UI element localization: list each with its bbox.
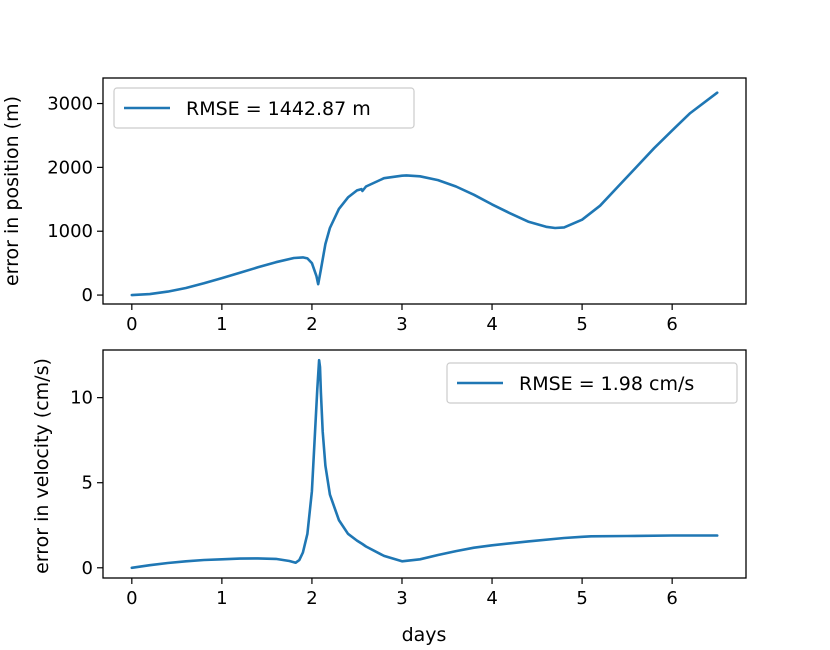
velocity-x-tick-label: 6 <box>666 588 677 609</box>
velocity-plot-frame <box>102 349 747 579</box>
position-legend-label: RMSE = 1442.87 m <box>186 98 371 120</box>
position-legend: RMSE = 1442.87 m <box>113 87 415 129</box>
velocity-legend-box <box>446 362 738 404</box>
velocity-y-tick-label: 10 <box>70 388 93 409</box>
position-error-line <box>130 91 719 297</box>
position-x-tick-label: 1 <box>216 314 227 335</box>
velocity-y-ticks: 0 5 10 <box>70 388 103 579</box>
velocity-x-tick-label: 1 <box>216 588 227 609</box>
velocity-legend: RMSE = 1.98 cm/s <box>446 362 738 404</box>
position-x-tick-label: 5 <box>576 314 587 335</box>
velocity-x-tick-label: 2 <box>306 588 317 609</box>
velocity-legend-label: RMSE = 1.98 cm/s <box>519 373 694 395</box>
position-legend-box <box>113 87 415 129</box>
velocity-x-tick-label: 4 <box>486 588 497 609</box>
position-y-tick-label: 0 <box>82 285 93 306</box>
position-y-tick-label: 2000 <box>47 157 93 178</box>
position-x-tick-label: 0 <box>126 314 137 335</box>
position-x-tick-label: 4 <box>486 314 497 335</box>
position-x-ticks: 0 1 2 3 4 5 6 <box>126 304 678 335</box>
velocity-error-line <box>130 358 719 570</box>
velocity-x-tick-label: 0 <box>126 588 137 609</box>
velocity-error-panel: 0 1 2 3 4 5 6 0 5 10 RMSE = 1.98 cm/s error in v… <box>31 349 747 646</box>
position-plot-frame <box>102 77 747 305</box>
position-y-tick-label: 3000 <box>47 94 93 115</box>
velocity-y-axis-label: error in velocity (cm/s) <box>31 358 53 574</box>
position-y-ticks: 0 1000 2000 3000 <box>47 94 103 306</box>
velocity-x-tick-label: 3 <box>396 588 407 609</box>
velocity-x-ticks: 0 1 2 3 4 5 6 <box>126 578 678 609</box>
velocity-y-tick-label: 5 <box>82 473 93 494</box>
position-x-tick-label: 6 <box>666 314 677 335</box>
velocity-y-tick-label: 0 <box>82 558 93 579</box>
position-error-panel: 0 1 2 3 4 5 6 0 1000 2000 3000 RMSE = 1442.87 m e… <box>1 77 747 335</box>
x-axis-label-days: days <box>402 624 447 646</box>
position-y-axis-label: error in position (m) <box>1 96 23 286</box>
position-x-tick-label: 3 <box>396 314 407 335</box>
position-x-tick-label: 2 <box>306 314 317 335</box>
position-y-tick-label: 1000 <box>47 221 93 242</box>
velocity-x-tick-label: 5 <box>576 588 587 609</box>
